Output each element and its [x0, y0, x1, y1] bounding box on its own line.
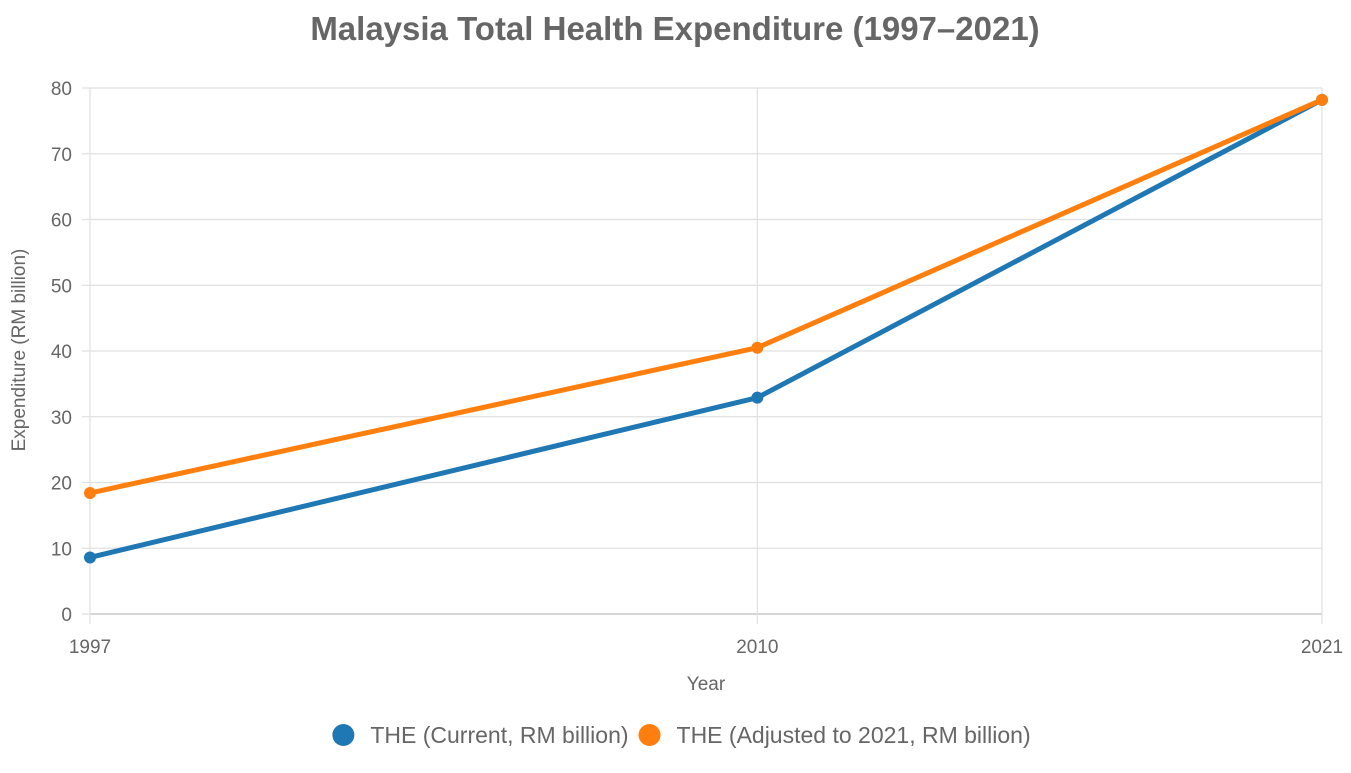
legend-marker: [638, 724, 661, 746]
y-tick-label: 0: [61, 605, 72, 626]
legend-item-1[interactable]: THE (Current, RM billion): [332, 722, 629, 748]
data-point[interactable]: [751, 341, 764, 354]
legend-label: THE (Adjusted to 2021, RM billion): [677, 722, 1031, 748]
series-1: [84, 93, 1328, 564]
data-point[interactable]: [1316, 93, 1328, 106]
grid: [89, 87, 1323, 615]
legend-item-2[interactable]: THE (Adjusted to 2021, RM billion): [638, 722, 1031, 748]
y-axis-title: Expenditure (RM billion): [9, 249, 30, 452]
series-line: [87, 97, 1325, 496]
y-tick-label: 50: [51, 276, 72, 297]
y-tick-label: 40: [51, 342, 72, 363]
legend: THE (Current, RM billion) THE (Adjusted t…: [332, 722, 1031, 748]
data-point[interactable]: [751, 391, 764, 404]
y-tick-label: 10: [51, 539, 72, 560]
y-tick-label: 70: [51, 145, 72, 166]
y-tick-label: 60: [51, 211, 72, 232]
series-line: [87, 97, 1325, 560]
y-tick-label: 20: [51, 474, 72, 495]
series-2: [84, 93, 1328, 500]
series-group: [84, 93, 1328, 564]
axes: 0 10 20 30 40 50 60 70 80 1997 2010 2021: [51, 79, 1343, 658]
legend-marker: [332, 724, 355, 746]
x-tick-label: 2021: [1301, 637, 1343, 658]
x-tick-label: 2010: [736, 637, 778, 658]
data-point[interactable]: [84, 487, 96, 500]
x-axis-title: Year: [687, 674, 726, 695]
y-tick-label: 80: [51, 79, 72, 100]
y-tick-label: 30: [51, 408, 72, 429]
data-point[interactable]: [84, 551, 96, 564]
legend-label: THE (Current, RM billion): [370, 722, 628, 748]
chart-title: Malaysia Total Health Expenditure (1997–…: [310, 10, 1039, 47]
x-tick-label: 1997: [69, 637, 111, 658]
